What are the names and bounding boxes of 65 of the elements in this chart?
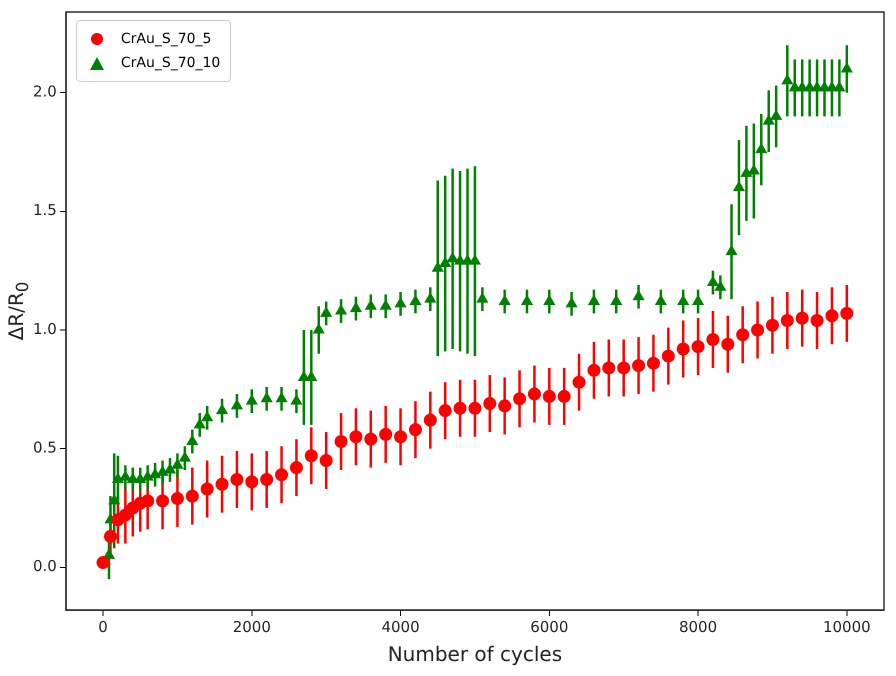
point — [275, 468, 288, 482]
point — [96, 556, 110, 570]
point — [408, 423, 422, 436]
point — [825, 309, 838, 322]
point — [320, 454, 333, 467]
point — [796, 312, 809, 325]
point — [200, 482, 214, 496]
point — [780, 314, 794, 327]
point — [498, 399, 512, 412]
point — [334, 435, 348, 448]
point — [186, 490, 199, 503]
point — [216, 478, 229, 491]
point — [721, 338, 734, 351]
point — [692, 340, 705, 354]
point — [840, 306, 854, 320]
point — [156, 494, 170, 508]
point — [632, 359, 646, 372]
point — [706, 332, 720, 346]
point — [394, 430, 408, 444]
point — [528, 388, 541, 401]
point — [230, 472, 244, 486]
point — [617, 361, 630, 374]
x-axis-title: Number of cycles — [388, 642, 562, 666]
x-tick-label: 6000 — [530, 618, 568, 636]
x-tick-label: 8000 — [678, 618, 718, 636]
point — [766, 318, 779, 332]
point — [751, 323, 764, 336]
point — [558, 390, 571, 403]
point — [364, 432, 378, 446]
point — [104, 530, 117, 543]
point — [141, 494, 154, 508]
point — [483, 397, 496, 410]
point — [676, 342, 690, 356]
point — [379, 428, 392, 441]
point — [438, 404, 452, 418]
point — [245, 475, 258, 488]
point — [468, 402, 482, 415]
point — [513, 392, 526, 406]
x-tick-label: 0 — [98, 618, 108, 636]
point — [646, 356, 660, 370]
point — [587, 364, 600, 377]
x-tick-label: 2000 — [232, 618, 271, 636]
point — [260, 472, 274, 486]
point — [810, 314, 824, 327]
point — [542, 390, 556, 403]
point — [349, 430, 362, 444]
point — [602, 361, 616, 374]
point — [290, 461, 303, 474]
point — [662, 350, 675, 363]
point — [304, 449, 318, 462]
y-tick-label: 1.0 — [32, 320, 57, 338]
y-tick-label: 2.0 — [32, 82, 57, 101]
legend-label: CrAu_S_70_10 — [120, 54, 220, 73]
point — [424, 414, 437, 427]
y-tick-label: 1.5 — [32, 201, 57, 220]
point — [454, 402, 467, 415]
legend-label: CrAu_S_70_5 — [120, 30, 212, 49]
y-tick-label: 0.5 — [32, 438, 57, 457]
x-tick-label: 10000 — [822, 618, 871, 636]
y-tick-label: 0.0 — [32, 557, 57, 576]
point — [736, 328, 750, 342]
point — [118, 508, 132, 522]
point — [572, 376, 586, 389]
x-tick-label: 4000 — [381, 618, 420, 636]
point — [170, 492, 184, 505]
